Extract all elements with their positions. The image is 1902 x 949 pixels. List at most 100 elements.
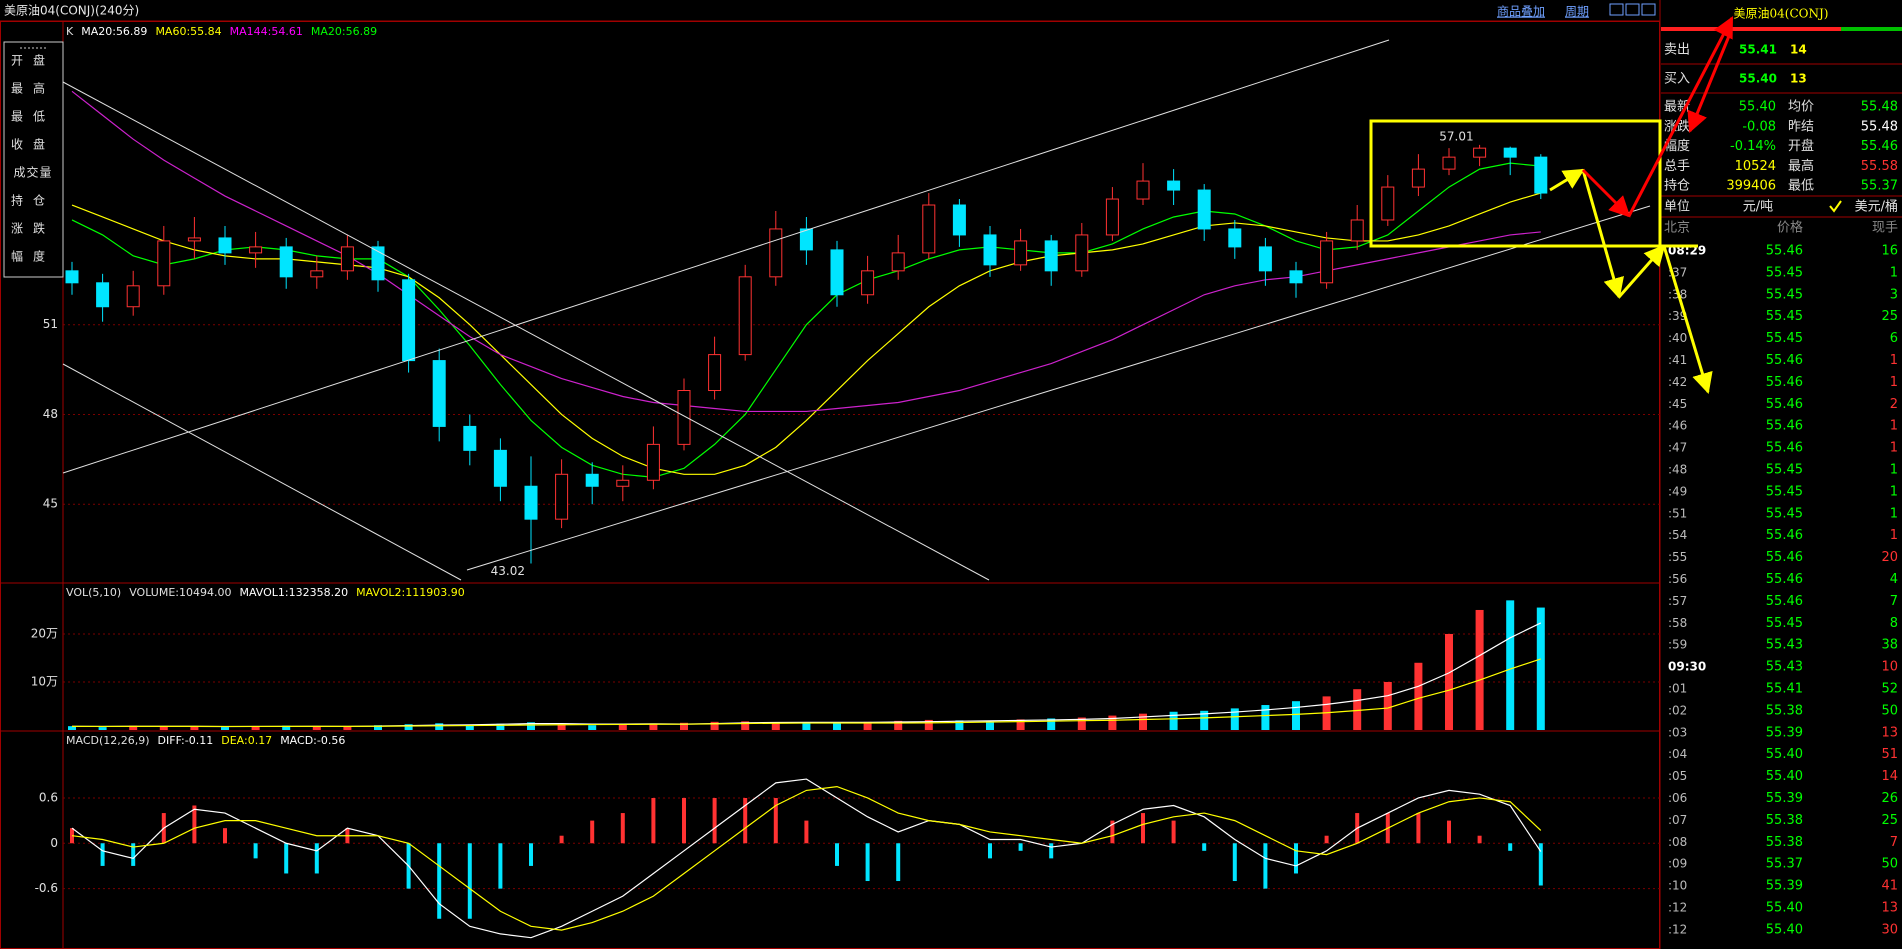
trade-time: :12 [1668, 922, 1687, 936]
quote-label: 总手 [1664, 159, 1690, 174]
macd-line [71, 786, 1542, 931]
candle-body [738, 276, 752, 356]
mavol-line [71, 658, 1541, 728]
trade-time: :02 [1668, 703, 1687, 717]
trend-line [466, 205, 1651, 571]
trade-time: :12 [1668, 901, 1687, 915]
trade-time: :39 [1668, 309, 1687, 323]
trade-qty: 30 [1881, 922, 1898, 937]
trade-time: :42 [1668, 375, 1687, 389]
legend-item: MA20:56.89 [81, 25, 147, 38]
candle-body [1075, 234, 1089, 272]
sell-label: 卖出 [1664, 43, 1690, 58]
y-tick-label: 10万 [31, 674, 58, 688]
volume-bar [527, 722, 535, 730]
trend-line [62, 39, 1390, 474]
candle-body [371, 246, 385, 281]
trade-time: :56 [1668, 572, 1687, 586]
trade-qty: 7 [1890, 835, 1898, 850]
candle-body [187, 237, 201, 242]
volume-bar [802, 723, 811, 730]
volume-bar [986, 721, 994, 730]
trade-qty: 7 [1890, 594, 1898, 609]
legend-item: DEA:0.17 [221, 734, 272, 747]
legend-box-item: 涨跌 [11, 221, 55, 236]
legend-box-item: 最低 [11, 110, 55, 124]
candle-body [493, 449, 507, 487]
trade-price: 55.40 [1766, 922, 1803, 937]
trade-price: 55.46 [1766, 244, 1803, 259]
arrow [1617, 244, 1666, 298]
trade-qty: 10 [1881, 660, 1898, 675]
candle-body [402, 279, 416, 362]
y-tick-label: 0 [50, 836, 58, 850]
trade-qty: 52 [1881, 682, 1898, 697]
candle-body [1320, 240, 1334, 284]
y-tick-label: 20万 [31, 626, 58, 640]
legend-box-item: 幅度 [11, 249, 55, 264]
candle-body [126, 285, 140, 308]
volume-bar [924, 719, 933, 730]
candle-body [65, 270, 79, 284]
y-tick-label: 45 [43, 497, 58, 511]
legend-item: MAVOL2:111903.90 [356, 586, 465, 599]
candle-body [1136, 180, 1150, 200]
zoom-button[interactable] [1625, 3, 1640, 16]
quote-label: 开盘 [1788, 138, 1814, 154]
quote-value: 55.48 [1861, 119, 1898, 134]
candle-body [432, 360, 446, 427]
period-button[interactable]: 周期 [1565, 5, 1589, 19]
volume-bar [557, 724, 566, 730]
trade-qty: 1 [1890, 265, 1898, 280]
trade-qty: 2 [1890, 397, 1898, 412]
trade-price: 55.46 [1766, 375, 1803, 390]
overlay-button[interactable]: 商品叠加 [1497, 4, 1545, 19]
buy-price: 55.40 [1739, 72, 1777, 86]
unit-option: 美元/桶 [1855, 200, 1898, 215]
volume-bar [1353, 689, 1362, 730]
volume-bar [159, 726, 168, 730]
candle-body [952, 204, 966, 236]
candle-body [891, 252, 905, 272]
zoom-button[interactable] [1641, 3, 1656, 16]
ma-line [71, 162, 1541, 478]
trade-time: :40 [1668, 331, 1687, 345]
candle-body [769, 228, 783, 278]
volume-bar [618, 724, 627, 730]
trade-qty: 3 [1890, 287, 1898, 302]
title-bar [1661, 27, 1841, 31]
legend-box-item: 收盘 [11, 137, 55, 152]
trade-time: :08 [1668, 835, 1687, 849]
candle-body [96, 282, 110, 308]
mavol-line [71, 622, 1542, 728]
trade-price: 55.40 [1766, 747, 1803, 762]
trade-qty: 41 [1881, 879, 1898, 894]
candle-body [340, 246, 354, 272]
candle-body [1289, 270, 1303, 284]
volume-bar [251, 726, 260, 730]
candle-body [1473, 147, 1487, 158]
trade-time: :41 [1668, 353, 1687, 367]
trade-price: 55.46 [1766, 419, 1803, 434]
candle-body [1534, 156, 1548, 194]
volume-bar [710, 721, 719, 730]
volume-bar [894, 720, 903, 730]
candle-body [922, 204, 936, 254]
volume-bar [496, 723, 505, 730]
trade-header: 现手 [1872, 221, 1898, 236]
volume-bar [1169, 711, 1178, 730]
trade-qty: 1 [1890, 353, 1898, 368]
trend-line [62, 81, 990, 581]
legend-item: MA60:55.84 [155, 25, 221, 38]
candle-body [1105, 198, 1119, 236]
quote-value: -0.08 [1742, 119, 1776, 134]
zoom-button[interactable] [1609, 3, 1624, 16]
candle-body [1167, 180, 1181, 191]
trade-price: 55.45 [1766, 309, 1803, 324]
legend-item: MAVOL1:132358.20 [239, 586, 348, 599]
volume-bar [1047, 718, 1056, 730]
y-tick-label: 48 [43, 407, 58, 421]
trade-time: :55 [1668, 550, 1687, 564]
